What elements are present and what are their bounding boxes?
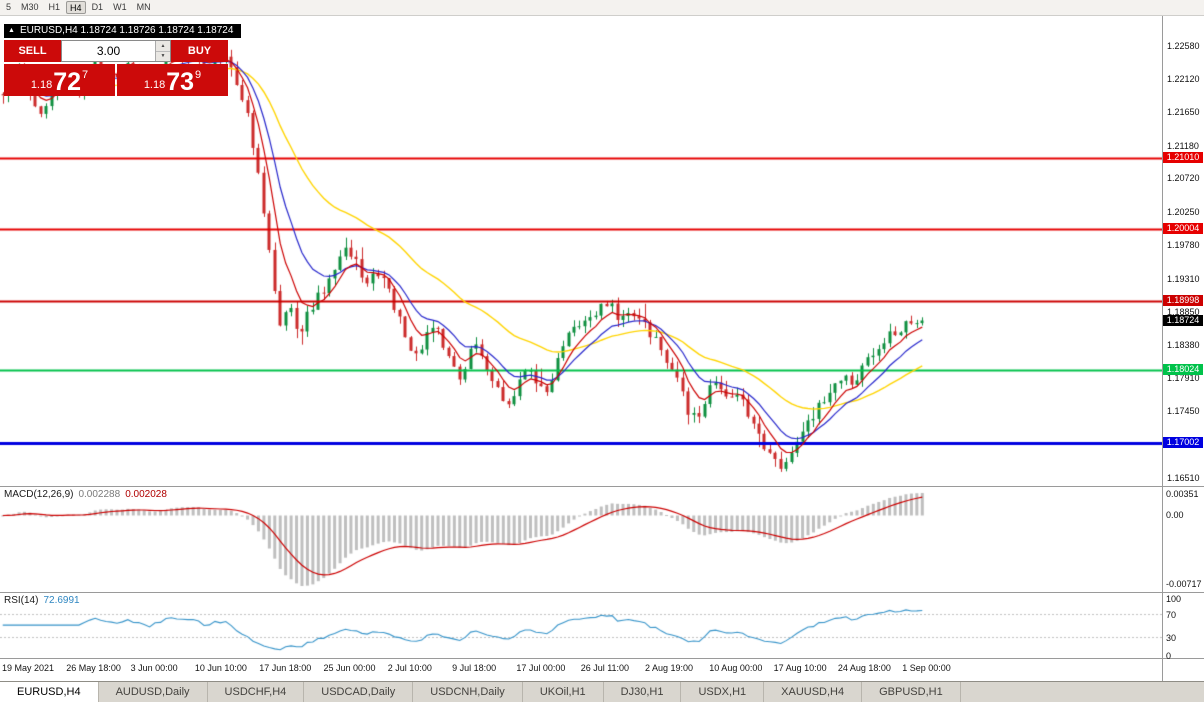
time-axis-label: 9 Jul 18:00 [452, 663, 497, 673]
timeframe-toolbar: 5 M30 H1 H4 D1 W1 MN [0, 0, 1204, 16]
price-axis-label: 1.20250 [1167, 206, 1200, 217]
time-axis-label: 17 Jun 18:00 [259, 663, 312, 673]
price-axis-label: 1.18850 [1167, 306, 1200, 317]
rsi-axis-label: 0 [1166, 651, 1172, 661]
time-axis-label: 3 Jun 00:00 [130, 663, 178, 673]
time-axis-label: 17 Jul 00:00 [516, 663, 566, 673]
time-axis-label: 24 Aug 18:00 [837, 663, 891, 673]
one-click-trading-panel: SELL ▲ ▼ BUY 1.18 72 7 1.18 73 9 [4, 40, 228, 96]
macd-axis-label: -0.00717 [1166, 579, 1202, 589]
chart-tab-usdchf[interactable]: USDCHF,H4 [208, 682, 305, 702]
time-axis-label: 26 Jul 11:00 [580, 663, 630, 673]
time-axis-label: 17 Aug 10:00 [773, 663, 827, 673]
timeframe-button-d1[interactable]: D1 [91, 2, 104, 12]
macd-axis-label: 0.00351 [1166, 489, 1199, 499]
price-axis-label: 1.21180 [1167, 140, 1199, 151]
price-axis-label: 1.17450 [1167, 406, 1200, 417]
price-axis-label: 1.20720 [1167, 173, 1200, 184]
price-axis-label: 1.19780 [1167, 240, 1200, 251]
macd-indicator-label: MACD(12,26,9) 0.002288 0.002028 [4, 489, 167, 500]
price-axis-border [1162, 16, 1163, 681]
chart-tab-bar: EURUSD,H4 AUDUSD,Daily USDCHF,H4 USDCAD,Dai… [0, 681, 1204, 702]
rsi-indicator-label: RSI(14) 72.6991 [4, 595, 80, 606]
rsi-value: 72.6991 [43, 595, 80, 606]
chart-tab-usdcad[interactable]: USDCAD,Daily [304, 682, 414, 702]
chart-tab-usdcnh[interactable]: USDCNH,Daily [413, 682, 523, 702]
lot-size-input[interactable] [62, 41, 155, 61]
macd-name: MACD(12,26,9) [4, 489, 74, 500]
chart-tab-gbpusd[interactable]: GBPUSD,H1 [862, 682, 961, 702]
chart-tab-ukoil[interactable]: UKOil,H1 [523, 682, 604, 702]
sell-price-display[interactable]: 1.18 72 7 [4, 64, 115, 96]
timeframe-button-h1[interactable]: H1 [48, 2, 61, 12]
buy-price-display[interactable]: 1.18 73 9 [117, 64, 228, 96]
buy-price-prefix: 1.18 [143, 79, 166, 91]
level-price-label: 1.20004 [1163, 223, 1203, 235]
level-price-label: 1.18998 [1163, 294, 1203, 306]
time-axis[interactable]: 19 May 2021 26 May 18:00 3 Jun 00:00 10 Jun… [0, 659, 1162, 681]
ohlc-text: EURUSD,H4 1.18724 1.18726 1.18724 1.1872… [19, 25, 234, 36]
rsi-name: RSI(14) [4, 595, 39, 606]
price-axis-label: 1.21650 [1167, 107, 1200, 118]
rsi-axis-label: 100 [1166, 594, 1182, 604]
price-axis-label: 1.17910 [1167, 373, 1200, 384]
buy-price-pips: 73 [166, 68, 195, 96]
time-axis-label: 10 Jun 10:00 [194, 663, 247, 673]
lot-decrease-button[interactable]: ▼ [156, 51, 170, 61]
level-price-label: 1.21010 [1163, 151, 1203, 163]
panel-divider[interactable] [0, 486, 1204, 487]
macd-main-value: 0.002288 [78, 489, 121, 500]
chart-ohlc-bar[interactable]: ▲ EURUSD,H4 1.18724 1.18726 1.18724 1.18… [4, 24, 242, 38]
sell-button[interactable]: SELL [4, 40, 61, 62]
level-price-label: 1.17002 [1163, 437, 1203, 449]
rsi-indicator-canvas[interactable] [0, 593, 1162, 658]
timeframe-button-h4[interactable]: H4 [66, 1, 86, 14]
chart-tab-dj30[interactable]: DJ30,H1 [604, 682, 682, 702]
sell-price-point: 7 [82, 69, 89, 81]
lot-increase-button[interactable]: ▲ [156, 41, 170, 52]
chart-tab-xauusd[interactable]: XAUUSD,H4 [764, 682, 863, 702]
sell-price-pips: 72 [53, 68, 82, 96]
macd-axis-label: 0.00 [1166, 510, 1184, 521]
time-axis-label: 10 Aug 00:00 [709, 663, 763, 673]
chart-tab-usdx[interactable]: USDX,H1 [681, 682, 765, 702]
panel-divider[interactable] [0, 658, 1204, 659]
buy-price-point: 9 [195, 69, 202, 81]
timeframe-button-w1[interactable]: W1 [113, 2, 127, 12]
price-axis-label: 1.19310 [1167, 273, 1200, 284]
price-axis[interactable]: 1.22580 1.22120 1.21650 1.21180 1.20720 1.202… [1162, 0, 1204, 681]
rsi-axis-label: 30 [1166, 633, 1177, 644]
price-axis-label: 1.18380 [1167, 340, 1200, 350]
timeframe-button-m30[interactable]: M30 [21, 2, 39, 12]
macd-signal-value: 0.002028 [125, 489, 167, 500]
time-axis-label: 26 May 18:00 [66, 663, 121, 673]
buy-button[interactable]: BUY [171, 40, 228, 62]
chart-tab-eurusd[interactable]: EURUSD,H4 [0, 682, 99, 702]
lot-stepper: ▲ ▼ [155, 41, 170, 61]
price-axis-label: 1.22120 [1167, 73, 1200, 84]
time-axis-label: 2 Jul 10:00 [387, 663, 432, 673]
collapse-arrow-icon: ▲ [8, 27, 15, 34]
sell-price-prefix: 1.18 [30, 79, 53, 91]
current-price-label: 1.18724 [1163, 314, 1203, 326]
lot-size-field: ▲ ▼ [61, 40, 171, 62]
level-price-label: 1.18024 [1163, 364, 1203, 376]
chart-tab-audusd[interactable]: AUDUSD,Daily [99, 682, 208, 702]
timeframe-button-5[interactable]: 5 [6, 2, 12, 12]
time-axis-label: 19 May 2021 [2, 663, 55, 673]
price-axis-label: 1.22580 [1167, 40, 1200, 51]
panel-divider[interactable] [0, 592, 1204, 593]
time-axis-label: 2 Aug 19:00 [645, 663, 694, 673]
price-axis-label: 1.16510 [1167, 473, 1200, 484]
rsi-axis-label: 70 [1166, 609, 1177, 620]
timeframe-button-mn[interactable]: MN [136, 2, 151, 12]
macd-indicator-canvas[interactable] [0, 487, 1162, 592]
time-axis-label: 1 Sep 00:00 [902, 663, 951, 673]
time-axis-label: 25 Jun 00:00 [323, 663, 376, 673]
